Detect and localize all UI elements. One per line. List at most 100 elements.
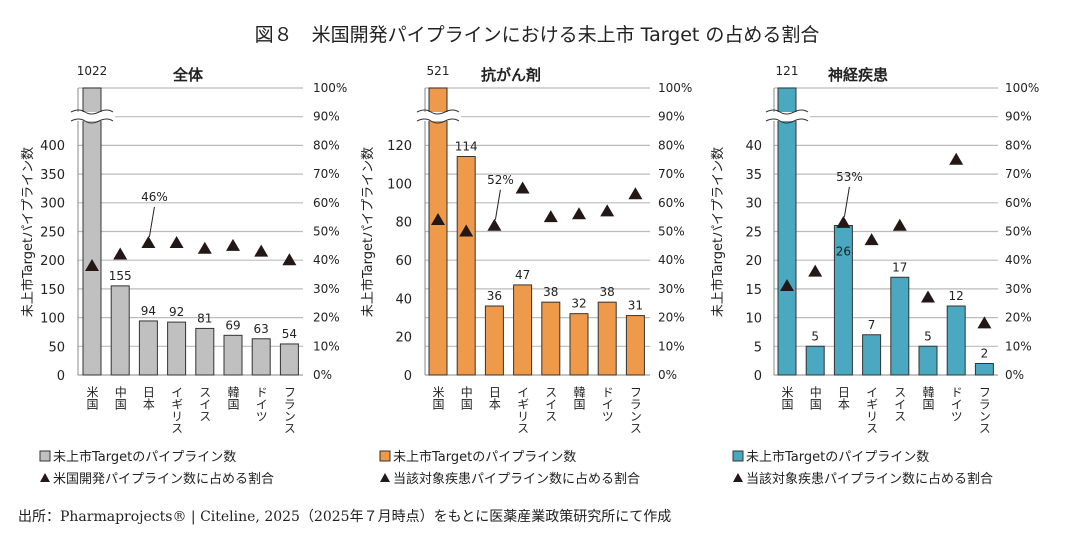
legend-marker-icon: [40, 473, 50, 482]
bar-value-label: 92: [169, 305, 184, 319]
legend-marker-label: 当該対象疾患パイプライン数に占める割合: [393, 471, 640, 487]
left-axis-tick: 150: [40, 283, 65, 298]
axis-break-gap: [764, 112, 804, 121]
right-axis-tick: 20%: [313, 311, 340, 325]
left-axis-tick: 35: [745, 168, 762, 183]
bar-value-label: 38: [600, 285, 615, 299]
bar-value-label: 2: [981, 347, 989, 361]
bar-value-label: 155: [109, 269, 132, 283]
left-axis-tick: 200: [40, 254, 65, 269]
bar-value-label: 32: [571, 297, 586, 311]
legend-bar-swatch: [732, 450, 744, 462]
bar-value-label: 81: [197, 311, 212, 325]
right-axis-tick: 30%: [658, 282, 685, 296]
share-marker-ドイツ: [600, 204, 615, 217]
bar-米国: [428, 87, 448, 376]
bar-value-label: 5: [924, 329, 932, 343]
chart-1: 全体 0% 10% 20% 30% 40% 50% 60% 70% 80% 90% 100% 0 50 10…: [20, 64, 347, 487]
left-axis-tick: 30: [745, 197, 762, 212]
right-axis-tick: 90%: [658, 110, 685, 124]
right-axis-tick: 80%: [1005, 138, 1032, 152]
axis-break-gap: [415, 112, 455, 121]
axis-break-line: [70, 109, 114, 115]
share-marker-フランス: [628, 187, 643, 200]
legend-marker-icon: [380, 473, 390, 482]
x-tick-label: ドイツ: [254, 386, 268, 422]
legend-bar-swatch: [39, 450, 51, 462]
x-tick-label: 韓国: [572, 386, 586, 410]
left-axis-tick: 10: [745, 312, 762, 327]
bar-value-label: 1022: [77, 64, 108, 78]
chart-title: 神経疾患: [828, 66, 888, 84]
bar-フランス: [279, 343, 299, 376]
annotation-label: 53%: [836, 170, 863, 184]
legend-bar-label: 未上市Targetのパイプライン数: [53, 449, 236, 465]
x-tick-label: ドイツ: [949, 386, 963, 422]
left-axis-tick: 400: [40, 139, 65, 154]
right-axis-tick: 40%: [658, 253, 685, 267]
right-axis-tick: 90%: [313, 110, 340, 124]
right-axis-tick: 40%: [1005, 253, 1032, 267]
bar-米国: [82, 87, 102, 376]
source-footnote: 出所：Pharmaprojects® | Citeline, 2025（2025…: [18, 509, 672, 525]
chart-title: 全体: [172, 66, 204, 84]
bar-value-label: 7: [868, 318, 876, 332]
right-axis-tick: 50%: [658, 225, 685, 239]
axis-break-line: [765, 109, 809, 115]
share-marker-日本: [141, 235, 156, 248]
bar-value-label: 63: [254, 322, 269, 336]
bar-イギリス: [513, 284, 533, 376]
bar-value-label: 69: [225, 318, 240, 332]
right-axis-tick: 0%: [1005, 368, 1024, 382]
left-axis-tick: 300: [40, 197, 65, 212]
share-marker-韓国: [226, 238, 240, 251]
bar-韓国: [918, 345, 938, 376]
left-axis-tick: 20: [745, 254, 762, 269]
bar-value-label: 47: [515, 268, 530, 282]
right-axis-tick: 10%: [313, 339, 340, 353]
annotation-leader: [494, 189, 501, 220]
x-tick-label: 日本: [141, 386, 155, 411]
share-marker-フランス: [977, 316, 992, 329]
bar-value-label: 121: [776, 64, 799, 78]
right-axis-tick: 100%: [658, 81, 692, 95]
axis-break-line: [765, 118, 809, 124]
annotation-label: 46%: [141, 190, 168, 204]
left-axis-tick: 25: [745, 225, 762, 240]
left-axis-tick: 250: [40, 225, 65, 240]
left-axis-tick: 15: [745, 283, 762, 298]
bar-日本: [138, 320, 158, 376]
left-axis-tick: 80: [395, 216, 412, 231]
right-axis-tick: 60%: [313, 196, 340, 210]
x-tick-label: イギリス: [516, 386, 530, 434]
bar-value-label: 12: [949, 289, 964, 303]
axis-break-line: [416, 109, 460, 115]
bar-ドイツ: [597, 301, 617, 376]
legend-marker-label: 当該対象疾患パイプライン数に占める割合: [746, 471, 993, 487]
right-axis-tick: 0%: [313, 368, 332, 382]
x-tick-label: 米国: [85, 386, 99, 410]
bar-スイス: [541, 301, 561, 376]
bar-スイス: [195, 327, 215, 376]
left-axis-tick: 50: [48, 340, 65, 355]
share-marker-イギリス: [169, 235, 184, 248]
x-tick-label: フランス: [628, 386, 642, 434]
axis-break-line: [70, 118, 114, 124]
left-axis-tick: 40: [745, 139, 762, 154]
bar-スイス: [890, 276, 910, 376]
right-axis-tick: 60%: [658, 196, 685, 210]
bar-フランス: [974, 363, 994, 376]
left-axis-tick: 100: [40, 312, 65, 327]
bar-value-label: 94: [141, 304, 156, 318]
share-marker-イギリス: [864, 233, 879, 246]
right-axis-tick: 80%: [313, 138, 340, 152]
bar-フランス: [625, 315, 645, 376]
axis-break-gap: [69, 112, 109, 121]
y-axis-title: 未上市Targetパイプライン数: [20, 147, 36, 317]
x-tick-label: スイス: [893, 386, 907, 422]
share-marker-スイス: [892, 218, 907, 231]
right-axis-tick: 60%: [1005, 196, 1032, 210]
chart-title: 抗がん剤: [481, 66, 541, 84]
left-axis-tick: 100: [387, 177, 412, 192]
bar-value-label: 521: [427, 64, 450, 78]
